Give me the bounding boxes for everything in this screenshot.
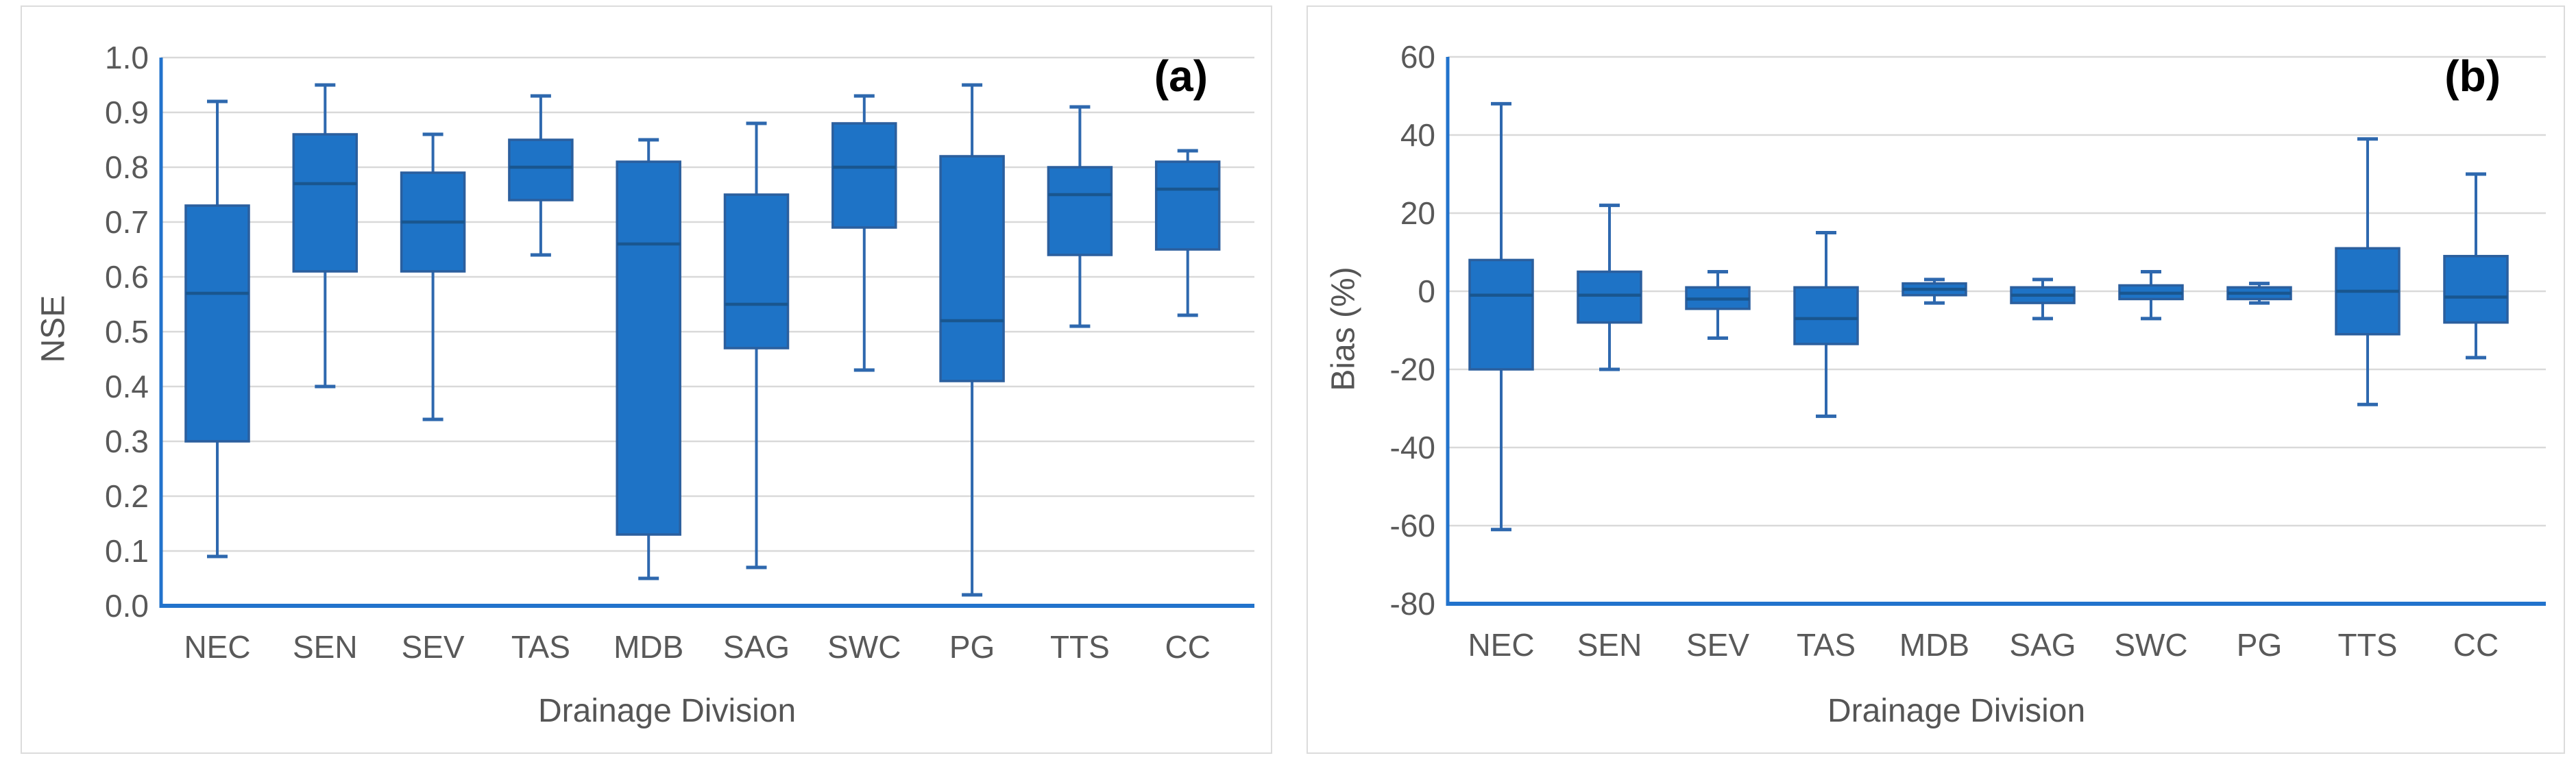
x-category-label: SEN	[293, 629, 358, 665]
iqr-box	[292, 133, 359, 273]
box-sev	[400, 132, 466, 421]
iqr-box	[1468, 258, 1534, 371]
iqr-box	[939, 155, 1005, 382]
bias-y-axis-title: Bias (%)	[1325, 267, 1362, 391]
y-tick-label: -40	[1390, 430, 1435, 465]
y-tick-label: 0.7	[105, 204, 149, 240]
y-tick-label: 0.5	[105, 314, 149, 350]
iqr-box	[1577, 270, 1642, 324]
y-tick-label: 0	[1418, 273, 1435, 309]
nse-y-axis-title: NSE	[35, 295, 72, 363]
iqr-box	[184, 204, 250, 443]
x-category-label: SWC	[827, 629, 901, 665]
y-tick-label: 0.0	[105, 588, 149, 624]
box-pg	[939, 83, 1005, 597]
box-sen	[1577, 204, 1642, 371]
bias-x-axis-title: Drainage Division	[1827, 693, 2086, 729]
y-tick-label: 20	[1400, 195, 1435, 231]
y-tick-label: -80	[1390, 586, 1435, 622]
panel-b-label: (b)	[2444, 51, 2501, 101]
box-tas	[508, 94, 574, 257]
box-swc	[831, 94, 897, 372]
y-tick-label: -20	[1390, 352, 1435, 387]
y-tick-label: 0.6	[105, 259, 149, 295]
x-category-label: SWC	[2114, 627, 2187, 663]
box-mdb	[1901, 278, 1967, 305]
x-category-label: SEV	[402, 629, 465, 665]
x-category-label: SEN	[1577, 627, 1642, 663]
iqr-box	[723, 193, 790, 350]
y-tick-label: 0.4	[105, 369, 149, 404]
iqr-box	[1047, 166, 1113, 256]
x-category-label: TAS	[1797, 627, 1856, 663]
x-category-label: SAG	[723, 629, 790, 665]
box-tas	[1793, 231, 1859, 418]
box-mdb	[616, 138, 681, 580]
y-tick-label: 0.1	[105, 533, 149, 569]
panel-a-label: (a)	[1154, 51, 1208, 101]
box-tts	[2335, 137, 2401, 406]
y-tick-label: 0.3	[105, 424, 149, 459]
x-category-label: CC	[1165, 629, 1210, 665]
nse-boxplot: 0.0 0.1 0.2 0.3 0.4 0.5 0.6 0.7 0.8 0.9 1.0 NEC SEN S…	[105, 40, 1254, 665]
iqr-box	[2443, 254, 2509, 324]
box-sag	[2010, 278, 2076, 321]
x-category-label: SEV	[1686, 627, 1749, 663]
box-pg	[2226, 282, 2292, 305]
y-tick-label: -60	[1390, 508, 1435, 543]
bias-boxplot: -80 -60 -40 -20 0 20 40 60 NEC SEN SEV TAS MDB SAG SWC…	[1390, 39, 2546, 663]
nse-x-axis-title: Drainage Division	[538, 693, 797, 729]
x-category-label: TAS	[511, 629, 570, 665]
y-tick-label: 0.9	[105, 95, 149, 130]
box-cc	[2443, 172, 2509, 360]
x-category-label: PG	[2237, 627, 2282, 663]
box-sen	[292, 83, 359, 389]
y-tick-label: 0.8	[105, 149, 149, 185]
x-category-label: MDB	[1899, 627, 1969, 663]
panel-bias: -80 -60 -40 -20 0 20 40 60 NEC SEN SEV TAS MDB SAG SWC…	[1307, 5, 2565, 754]
box-tts	[1047, 105, 1113, 328]
y-tick-label: 1.0	[105, 40, 149, 75]
y-tick-label: 40	[1400, 117, 1435, 153]
x-category-label: SAG	[2009, 627, 2076, 663]
x-category-label: NEC	[1468, 627, 1534, 663]
y-tick-label: 60	[1400, 39, 1435, 75]
x-category-label: NEC	[184, 629, 250, 665]
box-swc	[2118, 270, 2184, 321]
iqr-box	[831, 122, 897, 229]
x-category-label: MDB	[613, 629, 683, 665]
panel-nse: 0.0 0.1 0.2 0.3 0.4 0.5 0.6 0.7 0.8 0.9 1.0 NEC SEN S…	[21, 5, 1272, 754]
box-nec	[1468, 101, 1534, 532]
x-category-label: TTS	[1050, 629, 1110, 665]
box-cc	[1154, 149, 1221, 317]
y-tick-label: 0.2	[105, 478, 149, 514]
box-nec	[184, 99, 250, 559]
box-sev	[1685, 270, 1751, 340]
x-category-label: CC	[2453, 627, 2499, 663]
iqr-box	[508, 138, 574, 201]
iqr-box	[1154, 160, 1221, 251]
box-sag	[723, 121, 790, 569]
iqr-box	[1793, 286, 1859, 345]
x-category-label: TTS	[2338, 627, 2398, 663]
iqr-box	[616, 160, 681, 536]
x-category-label: PG	[949, 629, 995, 665]
